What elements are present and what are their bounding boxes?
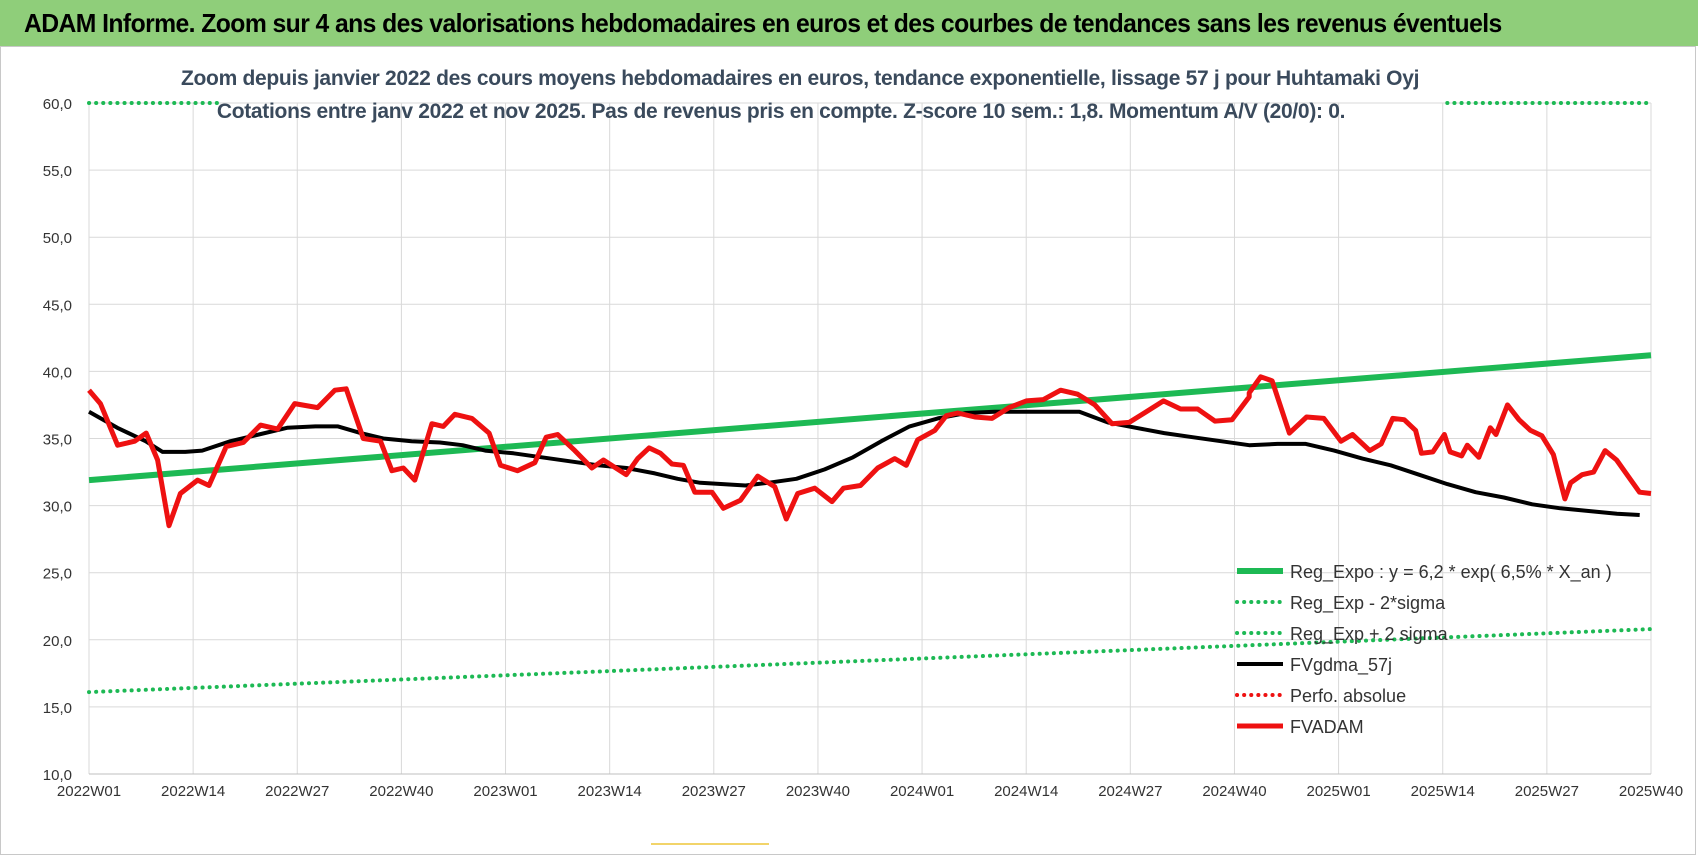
series-lines bbox=[87, 101, 1653, 695]
y-tick-label: 40,0 bbox=[43, 364, 72, 381]
legend: Reg_Expo : y = 6,2 * exp( 6,5% * X_an ) R… bbox=[1235, 562, 1612, 737]
chart-frame: 10,0 15,0 20,0 25,0 30,0 35,0 40,0 45,0 50,0 55,0… bbox=[0, 46, 1696, 855]
series-dotted-green bbox=[87, 627, 1653, 695]
series-thick-red bbox=[87, 374, 1652, 529]
x-tick-label: 2025W27 bbox=[1515, 783, 1579, 800]
series-thick-green bbox=[88, 352, 1652, 484]
legend-label: FVADAM bbox=[1290, 717, 1364, 737]
legend-label: Reg_Exp - 2*sigma bbox=[1290, 593, 1446, 614]
y-tick-label: 60,0 bbox=[43, 96, 72, 113]
y-tick-label: 35,0 bbox=[43, 432, 72, 449]
x-tick-label: 2024W01 bbox=[890, 783, 954, 800]
x-tick-label: 2025W14 bbox=[1411, 783, 1475, 800]
y-tick-label: 45,0 bbox=[43, 297, 72, 314]
x-tick-label: 2023W14 bbox=[578, 783, 642, 800]
chart-title: Zoom depuis janvier 2022 des cours moyen… bbox=[181, 67, 1420, 90]
legend-label: Reg_Exp + 2 sigma bbox=[1290, 624, 1449, 645]
x-tick-label: 2023W27 bbox=[682, 783, 746, 800]
chart-subtitle: Cotations entre janv 2022 et nov 2025. P… bbox=[216, 100, 1346, 123]
y-tick-label: 15,0 bbox=[43, 700, 72, 717]
report-header: ADAM Informe. Zoom sur 4 ans des valoris… bbox=[0, 0, 1698, 46]
x-tick-label: 2025W40 bbox=[1619, 783, 1683, 800]
x-tick-label: 2023W40 bbox=[786, 783, 850, 800]
legend-label: Perfo. absolue bbox=[1290, 686, 1406, 706]
x-tick-label: 2024W40 bbox=[1202, 783, 1266, 800]
y-tick-label: 10,0 bbox=[43, 767, 72, 784]
x-tick-label: 2024W27 bbox=[1098, 783, 1162, 800]
x-tick-label: 2022W01 bbox=[57, 783, 121, 800]
series-black bbox=[88, 409, 1640, 517]
decorative-mark bbox=[651, 843, 769, 845]
line-chart: 10,0 15,0 20,0 25,0 30,0 35,0 40,0 45,0 50,0 55,0… bbox=[43, 96, 1683, 800]
y-tick-label: 50,0 bbox=[43, 230, 72, 247]
x-axis-ticks: 2022W01 2022W14 2022W27 2022W40 2023W01 2023W… bbox=[57, 783, 1683, 800]
y-tick-label: 25,0 bbox=[43, 566, 72, 583]
y-tick-label: 20,0 bbox=[43, 633, 72, 650]
x-tick-label: 2022W27 bbox=[265, 783, 329, 800]
x-tick-label: 2023W01 bbox=[473, 783, 537, 800]
x-tick-label: 2025W01 bbox=[1306, 783, 1370, 800]
x-tick-label: 2024W14 bbox=[994, 783, 1058, 800]
x-tick-label: 2022W14 bbox=[161, 783, 225, 800]
legend-label: FVgdma_57j bbox=[1290, 655, 1392, 676]
y-axis-ticks: 10,0 15,0 20,0 25,0 30,0 35,0 40,0 45,0 50,0 55,0… bbox=[43, 96, 72, 784]
y-tick-label: 55,0 bbox=[43, 163, 72, 180]
legend-label: Reg_Expo : y = 6,2 * exp( 6,5% * X_an ) bbox=[1290, 562, 1612, 583]
x-tick-label: 2022W40 bbox=[369, 783, 433, 800]
report-title: ADAM Informe. Zoom sur 4 ans des valoris… bbox=[24, 8, 1502, 38]
y-tick-label: 30,0 bbox=[43, 499, 72, 516]
